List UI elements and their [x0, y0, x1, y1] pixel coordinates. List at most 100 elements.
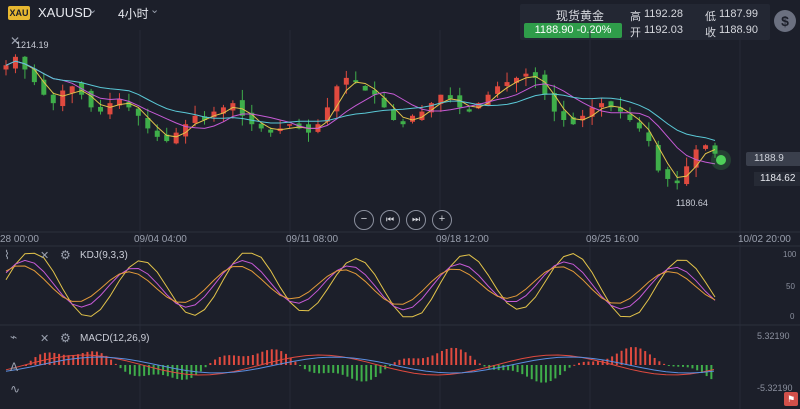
macd-bar — [682, 365, 685, 367]
macd-bar — [256, 353, 259, 365]
kdj-close-icon[interactable]: ✕ — [40, 250, 50, 262]
candle-body — [608, 101, 614, 108]
macd-bar — [587, 361, 590, 365]
candle-body — [542, 74, 548, 95]
macd-bar — [667, 365, 670, 366]
macd-bar — [691, 365, 694, 369]
macd-bar — [195, 365, 198, 376]
macd-bar — [351, 365, 354, 379]
candle-body — [249, 112, 255, 125]
macd-bar — [398, 359, 401, 365]
macd-bar — [270, 349, 273, 365]
candle-body — [703, 145, 709, 149]
macd-bar — [672, 365, 675, 367]
indicator-chart-icon[interactable]: ⌁ — [10, 330, 18, 344]
open-label: 开 — [630, 27, 641, 39]
zoom-out-button[interactable]: − — [354, 210, 374, 230]
candle-body — [476, 103, 482, 109]
candle-body — [324, 107, 330, 122]
macd-bar — [568, 365, 571, 368]
candle-body — [183, 124, 189, 137]
macd-bar — [412, 358, 415, 365]
candle-body — [532, 72, 538, 78]
moving-averages — [5, 60, 716, 179]
timeframe-chevron-down-icon[interactable]: ⌄ — [150, 4, 160, 16]
macd-y-bottom: -5.32190 — [757, 383, 793, 393]
macd-bar — [237, 355, 240, 365]
macd-bar — [58, 353, 61, 365]
zoom-in-button[interactable]: + — [432, 210, 452, 230]
ma-line — [5, 60, 716, 165]
macd-bar — [228, 355, 231, 365]
macd-bar — [445, 348, 448, 365]
macd-bar — [110, 359, 113, 365]
x-label-3: 09/18 12:00 — [436, 234, 489, 245]
kdj-settings-gear-icon[interactable]: ⚙ — [60, 248, 71, 262]
macd-bar — [478, 363, 481, 365]
macd-bar — [455, 348, 458, 365]
chart-type-icon[interactable]: ⌇ — [4, 248, 10, 262]
candle-body — [381, 97, 387, 108]
macd-bar — [596, 361, 599, 365]
candle-body — [674, 180, 680, 184]
macd-settings-gear-icon[interactable]: ⚙ — [60, 331, 71, 345]
macd-bar — [119, 365, 122, 369]
drawing-tool-icon[interactable]: A — [10, 360, 19, 374]
macd-bar — [440, 350, 443, 365]
symbol-name[interactable]: XAUUSD — [38, 5, 93, 20]
macd-bar — [474, 359, 477, 365]
macd-bar — [663, 363, 666, 365]
macd-bar — [67, 355, 70, 365]
candle-body — [466, 109, 472, 112]
macd-bar — [346, 365, 349, 377]
timeframe-select[interactable]: 4小时 — [118, 7, 149, 21]
candle-body — [589, 107, 595, 117]
next-button[interactable]: ⏭ — [406, 210, 426, 230]
macd-bar — [232, 355, 235, 365]
symbol-badge: XAU — [8, 6, 30, 20]
candle-body — [684, 166, 690, 185]
macd-bar — [544, 365, 547, 383]
close-icon[interactable]: ✕ — [10, 34, 21, 48]
macd-bar — [157, 365, 160, 375]
macd-bar — [138, 365, 141, 377]
macd-bar — [507, 365, 510, 371]
prev-button[interactable]: ⏮ — [380, 210, 400, 230]
candle-body — [3, 65, 9, 70]
candle-body — [561, 111, 567, 120]
candle-body — [60, 90, 66, 107]
macd-bar — [403, 358, 406, 365]
symbol-chevron-down-icon[interactable]: ⌄ — [88, 4, 98, 16]
macd-bar — [436, 353, 439, 365]
candle-body — [230, 103, 236, 111]
macd-bar — [464, 352, 467, 365]
pulse-icon[interactable]: ∿ — [10, 382, 21, 396]
macd-close-icon[interactable]: ✕ — [40, 333, 50, 345]
candle-body — [98, 106, 104, 112]
macd-bar — [294, 361, 297, 365]
macd-bar — [492, 365, 495, 370]
candle-body — [513, 77, 519, 83]
candle-body — [693, 149, 699, 168]
macd-bar — [176, 365, 179, 380]
kdj-line — [5, 252, 716, 318]
candle-body — [334, 86, 340, 112]
max-price-label: 1214.19 — [16, 40, 49, 50]
macd-bar — [653, 357, 656, 365]
macd-bar — [280, 351, 283, 365]
macd-bar — [308, 365, 311, 372]
macd-bar — [124, 365, 127, 372]
macd-bar — [275, 349, 278, 365]
macd-bar — [459, 349, 462, 365]
x-label-5: 10/02 20:00 — [738, 234, 791, 245]
stop-icon[interactable]: ⚑ — [784, 392, 798, 406]
macd-bar — [261, 351, 264, 365]
macd-bar — [81, 353, 84, 365]
macd-bar — [644, 351, 647, 365]
macd-label: MACD(12,26,9) — [80, 333, 150, 344]
macd-bar — [39, 354, 42, 365]
dollar-icon[interactable]: $ — [774, 10, 796, 32]
candle-body — [400, 121, 406, 125]
macd-bar — [53, 352, 56, 365]
